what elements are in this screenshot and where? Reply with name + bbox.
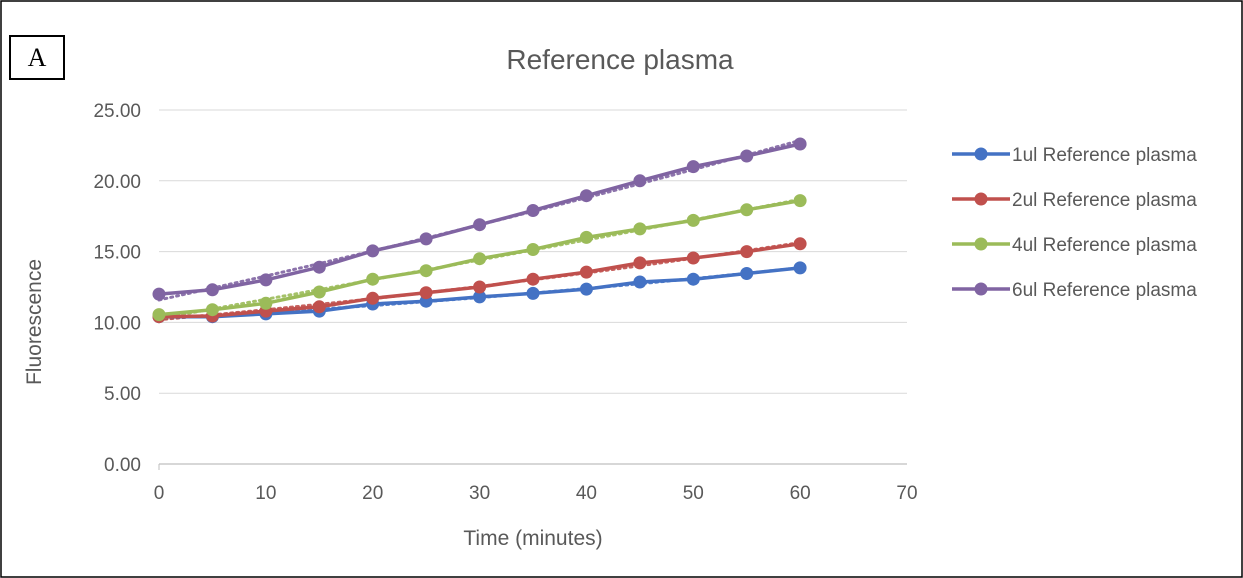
data-point [686,213,700,227]
data-point [366,272,380,286]
data-point [740,245,754,259]
data-point [312,260,326,274]
data-point [526,204,540,217]
y-tick-label: 25.00 [93,101,141,122]
data-point [473,290,487,304]
data-point [633,222,647,236]
panel-label: A [28,43,47,72]
data-point [366,244,380,258]
x-tick-label: 0 [154,483,165,504]
data-point [205,283,219,297]
data-point [259,273,273,287]
legend-label-4: 6ul Reference plasma [1012,280,1197,301]
data-point [312,285,326,299]
legend-marker-1 [974,147,988,161]
x-tick-labels: 0 10 20 30 40 50 60 70 [154,483,918,504]
data-point [473,252,487,266]
data-point [312,300,326,314]
legend-marker-3 [974,237,988,251]
legend-marker-2 [974,192,988,206]
x-tick-label: 60 [790,483,811,504]
data-point [793,237,807,251]
data-point [633,275,647,289]
x-axis-label: Time (minutes) [463,527,602,550]
x-tick-label: 30 [469,483,490,504]
data-point [740,203,754,217]
data-point [793,137,807,151]
data-point [686,272,700,286]
x-tick-label: 50 [683,483,704,504]
y-tick-label: 0.00 [104,455,141,476]
data-point [526,243,540,256]
x-tick-label: 10 [255,483,276,504]
legend-label-1: 1ul Reference plasma [1012,145,1197,166]
y-tick-label: 20.00 [93,172,141,193]
series-lines [152,137,807,324]
y-tick-labels: 0.00 5.00 10.00 15.00 20.00 25.00 [93,101,141,476]
legend: 1ul Reference plasma 2ul Reference plasma… [952,145,1197,301]
data-point [740,149,754,163]
y-tick-label: 15.00 [93,243,141,264]
x-tick-label: 20 [362,483,383,504]
legend-label-2: 2ul Reference plasma [1012,190,1197,211]
data-point [152,287,166,301]
chart-title: Reference plasma [506,44,734,75]
data-point [473,218,487,232]
data-point [793,194,807,208]
data-point [205,303,219,317]
x-tick-label: 70 [896,483,917,504]
data-point [633,174,647,188]
data-point [366,291,380,305]
data-point [419,286,433,300]
data-point [152,308,166,322]
y-tick-label: 10.00 [93,313,141,334]
x-tick-label: 40 [576,483,597,504]
data-point [633,256,647,270]
y-tick-label: 5.00 [104,384,141,405]
data-point [579,230,593,244]
data-point [419,232,433,246]
data-point [579,189,593,203]
legend-label-3: 4ul Reference plasma [1012,235,1197,256]
data-point [526,286,540,300]
data-point [740,267,754,280]
data-point [579,282,593,296]
data-point [686,251,700,265]
legend-marker-4 [974,282,988,296]
data-point [579,265,593,279]
data-point [259,296,273,310]
data-point [419,264,433,278]
panel-label-box: A [9,35,65,80]
data-point [686,160,700,174]
axes [158,463,907,470]
data-point [526,272,540,286]
data-point [793,261,807,275]
data-point [473,280,487,294]
y-axis-label: Fluorescence [23,259,46,385]
